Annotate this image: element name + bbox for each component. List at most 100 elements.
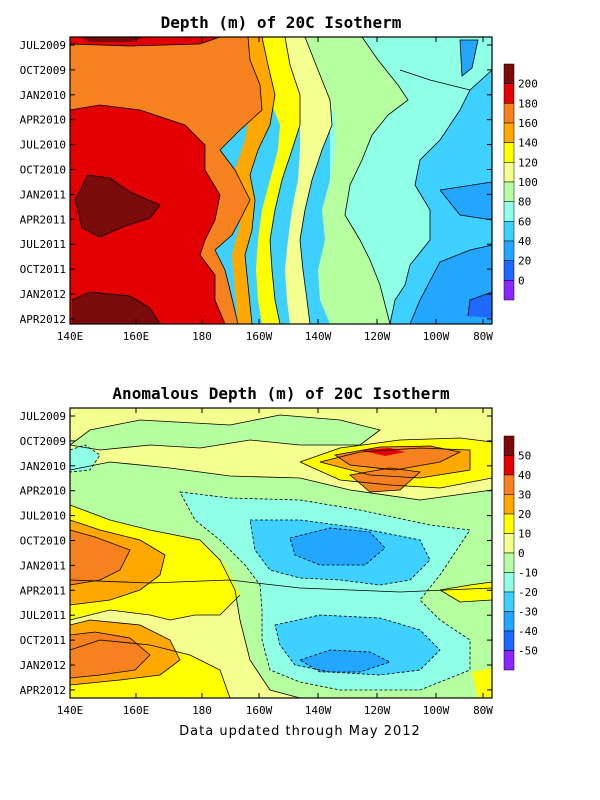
colorbar-label: -40: [518, 625, 538, 638]
panel1-plot-area: [70, 37, 492, 324]
x-tick-label: 140W: [305, 704, 332, 717]
y-tick-label: APR2012: [20, 313, 66, 326]
colorbar-label: 120: [518, 156, 538, 169]
y-tick-label: APR2010: [20, 114, 66, 127]
colorbar-label: 160: [518, 117, 538, 130]
panel1-x-axis: 140E 160E 180 160W 140W 120W 100W 80W: [57, 37, 493, 343]
panel2-band-minus40-a: [290, 528, 385, 565]
y-tick-label: OCT2011: [20, 634, 66, 647]
panel2-contours: [70, 414, 492, 698]
panel1-band-100: [283, 37, 332, 324]
colorbar-label: 40: [518, 235, 531, 248]
y-tick-label: OCT2009: [20, 64, 66, 77]
y-tick-label: JUL2009: [20, 39, 66, 52]
x-tick-label: 160E: [123, 704, 150, 717]
x-tick-label: 140E: [57, 704, 84, 717]
colorbar-swatch: [503, 103, 515, 124]
colorbar-swatch: [503, 181, 515, 202]
x-tick-label: 80W: [473, 704, 493, 717]
panel2-band-10-end: [472, 668, 492, 698]
y-tick-label: APR2010: [20, 485, 66, 498]
panel2-plot-area: [70, 408, 492, 698]
x-tick-label: 80W: [473, 330, 493, 343]
colorbar-swatch: [503, 650, 515, 671]
colorbar-label: -30: [518, 606, 538, 619]
colorbar-label: 0: [518, 547, 525, 560]
x-tick-label: 120W: [364, 330, 391, 343]
panel1-contours: [70, 37, 492, 324]
panel2-band-minus10-north: [70, 415, 380, 450]
y-tick-label: OCT2009: [20, 435, 66, 448]
colorbar-swatch: [503, 280, 515, 301]
colorbar-label: 40: [518, 469, 531, 482]
panel1-band-200-b: [72, 292, 160, 324]
panel1-darkest-pocket: [468, 292, 492, 318]
colorbar-swatch: [503, 260, 515, 281]
panel2-band-30-west: [70, 530, 130, 585]
colorbar-swatch: [503, 572, 515, 593]
panel2-title: Anomalous Depth (m) of 20C Isotherm: [112, 384, 450, 403]
panel1-band-80: [300, 37, 408, 324]
colorbar-swatch: [503, 162, 515, 183]
x-tick-label: 100W: [423, 704, 450, 717]
y-tick-label: JUL2009: [20, 410, 66, 423]
panel2-band-minus40-b: [300, 650, 390, 672]
x-tick-label: 120W: [364, 704, 391, 717]
y-tick-label: JUL2010: [20, 139, 66, 152]
y-tick-label: OCT2011: [20, 263, 66, 276]
colorbar-label: 10: [518, 528, 531, 541]
panel2-x-axis: 140E 160E 180 160W 140W 120W 100W 80W: [57, 408, 493, 717]
colorbar-swatch: [503, 611, 515, 632]
colorbar-swatch: [503, 591, 515, 612]
panel1-deep-blue-pocket-1: [460, 40, 478, 76]
colorbar-label: 20: [518, 255, 531, 268]
colorbar-swatch: [503, 474, 515, 495]
panel1-frame: [69, 36, 493, 325]
colorbar-label: -50: [518, 645, 538, 658]
colorbar-label: 20: [518, 508, 531, 521]
colorbar-swatch: [503, 552, 515, 573]
panel2-y-axis: JUL2009 OCT2009 JAN2010 APR2010 JUL2010 OCT20…: [20, 410, 492, 697]
colorbar-label: 50: [518, 450, 531, 463]
y-tick-label: JUL2011: [20, 238, 66, 251]
x-tick-label: 180: [192, 330, 212, 343]
colorbar-swatch: [503, 201, 515, 222]
panel1-band-200-c: [80, 37, 145, 42]
colorbar-label: 140: [518, 137, 538, 150]
colorbar-swatch: [503, 494, 515, 515]
x-tick-label: 160E: [123, 330, 150, 343]
colorbar-swatch: [503, 63, 515, 84]
colorbar-label: 180: [518, 97, 538, 110]
x-tick-label: 160W: [246, 704, 273, 717]
colorbar-label: -20: [518, 586, 538, 599]
y-tick-label: APR2011: [20, 584, 66, 597]
colorbar-label: 200: [518, 78, 538, 91]
panel1-deep-blue-pocket-2: [440, 182, 492, 220]
panel1-band-120: [255, 37, 300, 324]
colorbar-swatch: [503, 142, 515, 163]
y-tick-label: OCT2010: [20, 164, 66, 177]
colorbar-label: 0: [518, 274, 525, 287]
y-tick-label: APR2012: [20, 684, 66, 697]
colorbar-label: 60: [518, 215, 531, 228]
x-tick-label: 140W: [305, 330, 332, 343]
y-tick-label: JAN2011: [20, 188, 66, 201]
colorbar-swatch: [503, 122, 515, 143]
colorbar-swatch: [503, 513, 515, 534]
colorbar-swatch: [503, 630, 515, 651]
panel2-band-10-late-east: [440, 582, 492, 602]
colorbar-swatch: [503, 435, 515, 456]
colorbar-swatch: [503, 533, 515, 554]
colorbar-swatch: [503, 83, 515, 104]
colorbar-label: 100: [518, 176, 538, 189]
footnote: Data updated through May 2012: [179, 724, 421, 739]
y-tick-label: JAN2011: [20, 559, 66, 572]
panel1-title: Depth (m) of 20C Isotherm: [161, 13, 402, 32]
panel1-band-140: [232, 37, 275, 324]
y-tick-label: JAN2010: [20, 460, 66, 473]
y-tick-label: JAN2012: [20, 288, 66, 301]
panel1-y-axis: JUL2009 OCT2009 JAN2010 APR2010 JUL2010 OCT20…: [20, 39, 492, 326]
y-tick-label: JUL2010: [20, 510, 66, 523]
